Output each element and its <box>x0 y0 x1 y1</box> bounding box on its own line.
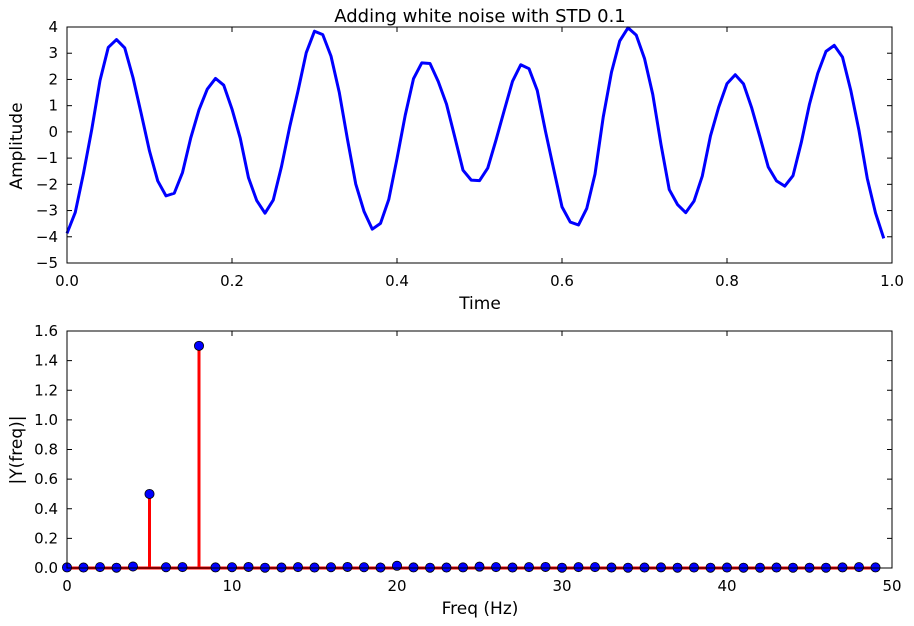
stem-marker <box>854 562 865 573</box>
x-tick-label: 0.4 <box>385 272 409 290</box>
time-plot-y-ticks: 4 3 2 1 0 −1 −2 −3 −4 −5 <box>36 18 892 272</box>
x-tick-label: 20 <box>387 577 406 595</box>
freq-plot-x-ticks: 0 10 20 30 40 50 <box>62 331 902 595</box>
y-tick-label: −1 <box>36 149 58 167</box>
stem-marker <box>408 562 419 573</box>
signal-line <box>65 26 886 239</box>
y-tick-label: 1.2 <box>34 381 58 399</box>
y-tick-label: 2 <box>48 70 58 88</box>
time-plot-x-ticks: 0.0 0.2 0.4 0.6 0.8 1.0 <box>55 27 904 290</box>
x-tick-label: 0.0 <box>55 272 79 290</box>
time-plot-frame <box>66 26 893 264</box>
stem-marker <box>144 488 155 499</box>
y-tick-label: 0 <box>48 123 58 141</box>
stem-marker <box>193 340 204 351</box>
y-tick-label: 1.4 <box>34 352 58 370</box>
time-plot-data <box>65 26 886 239</box>
y-tick-label: 0.2 <box>34 529 58 547</box>
y-tick-label: 4 <box>48 18 58 36</box>
stem-marker <box>292 562 303 573</box>
x-tick-label: 0.6 <box>550 272 574 290</box>
stem-marker <box>243 561 254 572</box>
x-tick-label: 0.8 <box>715 272 739 290</box>
x-tick-label: 1.0 <box>880 272 904 290</box>
stem-marker <box>490 562 501 573</box>
y-tick-label: 0.6 <box>34 470 58 488</box>
y-tick-label: 1.0 <box>34 411 58 429</box>
x-tick-label: 0 <box>62 577 72 595</box>
stem-marker <box>358 562 369 573</box>
stem-marker <box>870 562 881 573</box>
x-tick-label: 30 <box>552 577 571 595</box>
freq-plot-frame <box>66 330 893 569</box>
stem-marker <box>127 561 138 572</box>
freq-plot-y-ticks: 1.6 1.4 1.2 1.0 0.8 0.6 0.4 0.2 0.0 <box>34 322 892 577</box>
freq-plot: 1.61.41.21.00.80.60.40.20.0 0 10 20 30 40 50 … <box>7 322 902 619</box>
stem-marker <box>590 562 601 573</box>
stem-marker <box>342 561 353 572</box>
time-plot: Adding white noise with STD 0.1 4 3 2 1 0 −1 −… <box>7 6 904 314</box>
y-tick-label: 0.0 <box>34 559 58 577</box>
stem-marker <box>837 562 848 573</box>
stem-marker <box>656 562 667 573</box>
stem-marker <box>391 560 402 571</box>
stem-marker <box>210 562 221 573</box>
stem-marker <box>325 562 336 573</box>
stem-marker <box>524 562 535 573</box>
stem-marker <box>474 561 485 572</box>
x-tick-label: 10 <box>222 577 241 595</box>
freq-plot-xlabel: Freq (Hz) <box>442 599 519 619</box>
freq-plot-data <box>62 340 881 573</box>
x-tick-label: 50 <box>882 577 901 595</box>
y-tick-label: 1.6 <box>34 322 58 340</box>
stem-marker <box>540 561 551 572</box>
x-tick-label: 40 <box>717 577 736 595</box>
y-tick-label: 3 <box>48 44 58 62</box>
stem-marker <box>226 562 237 573</box>
y-tick-label: −2 <box>36 175 58 193</box>
y-tick-label: −4 <box>36 228 58 246</box>
y-tick-label: 0.8 <box>34 441 58 459</box>
stem-marker <box>160 562 171 573</box>
stem-marker <box>457 562 468 573</box>
stem-marker <box>573 562 584 573</box>
stem-marker <box>177 562 188 573</box>
y-tick-label: −3 <box>36 202 58 220</box>
y-tick-label: 1 <box>48 97 58 115</box>
time-plot-ylabel: Amplitude <box>7 102 27 189</box>
y-tick-label: 0.4 <box>34 500 58 518</box>
time-plot-title: Adding white noise with STD 0.1 <box>334 6 626 27</box>
freq-plot-ylabel: |Y(freq)| <box>7 416 27 485</box>
time-plot-xlabel: Time <box>458 294 501 314</box>
x-tick-label: 0.2 <box>220 272 244 290</box>
y-tick-label: −5 <box>36 254 58 272</box>
stem-marker <box>95 562 106 573</box>
